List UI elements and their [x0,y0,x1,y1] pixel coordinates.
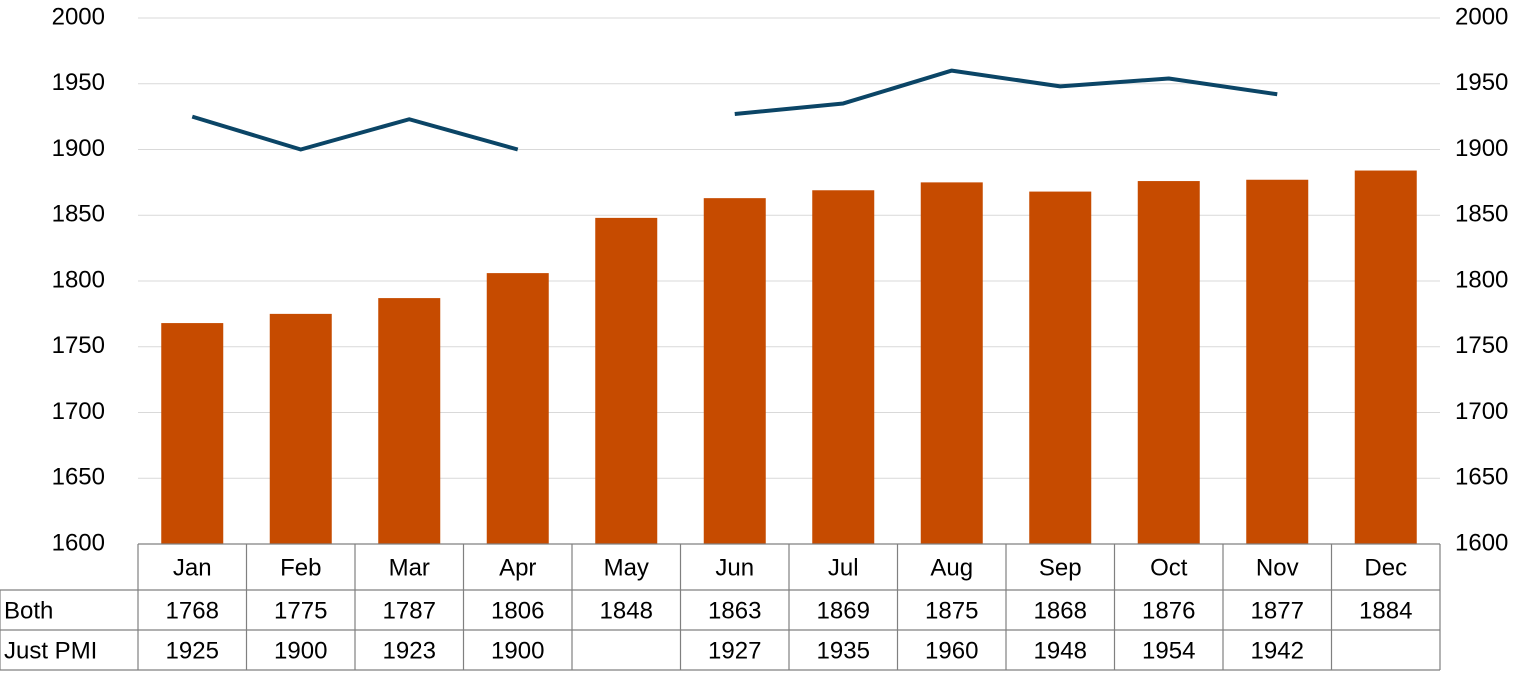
table-value: 1935 [817,637,870,664]
legend-label: Just PMI [4,637,97,664]
table-value: 1806 [491,597,544,624]
bar [920,182,983,544]
y-tick-label: 1750 [52,332,105,359]
table-value: 1875 [925,597,978,624]
y2-tick-label: 1800 [1455,266,1508,293]
bar [161,323,224,544]
y-tick-label: 1650 [52,464,105,491]
x-tick-label: Mar [389,554,430,581]
table-value: 1775 [274,597,327,624]
y-tick-label: 1950 [52,69,105,96]
bar [378,298,441,544]
y-tick-label: 1900 [52,135,105,162]
table-value: 1877 [1251,597,1304,624]
bar [1137,181,1200,544]
table-value: 1900 [274,637,327,664]
x-tick-label: Oct [1150,554,1188,581]
table-value: 1876 [1142,597,1195,624]
bar [812,190,875,544]
y-tick-label: 1800 [52,266,105,293]
x-tick-label: May [604,554,649,581]
table-value: 1927 [708,637,761,664]
bar [703,198,766,544]
y-tick-label: 2000 [52,3,105,30]
table-value: 1900 [491,637,544,664]
x-tick-label: Feb [280,554,321,581]
table-value: 1942 [1251,637,1304,664]
table-value: 1768 [166,597,219,624]
y2-tick-label: 1950 [1455,69,1508,96]
y2-tick-label: 1900 [1455,135,1508,162]
y2-tick-label: 1750 [1455,332,1508,359]
table-value: 1884 [1359,597,1412,624]
bar [1246,179,1309,544]
table-value: 1869 [817,597,870,624]
y2-tick-label: 1650 [1455,464,1508,491]
table-value: 1948 [1034,637,1087,664]
y2-tick-label: 1700 [1455,398,1508,425]
y-tick-label: 1700 [52,398,105,425]
table-value: 1868 [1034,597,1087,624]
y-tick-label: 1850 [52,201,105,228]
bar [595,217,658,544]
x-tick-label: Jun [715,554,754,581]
bar [269,313,332,544]
bar [1354,170,1417,545]
table-value: 1925 [166,637,219,664]
bar [486,273,549,544]
table-value: 1954 [1142,637,1195,664]
legend-label: Both [4,597,53,624]
table-value: 1863 [708,597,761,624]
x-tick-label: Apr [499,554,536,581]
x-tick-label: Nov [1256,554,1299,581]
line [191,68,1278,152]
y2-tick-label: 1600 [1455,529,1508,556]
y2-tick-label: 2000 [1455,3,1508,30]
table-value: 1848 [600,597,653,624]
y2-tick-label: 1850 [1455,201,1508,228]
x-tick-label: Jul [828,554,859,581]
table-value: 1960 [925,637,978,664]
x-tick-label: Sep [1039,554,1082,581]
x-tick-label: Aug [930,554,973,581]
y-tick-label: 1600 [52,529,105,556]
x-tick-label: Jan [173,554,212,581]
x-tick-label: Dec [1364,554,1407,581]
table-value: 1923 [383,637,436,664]
table-value: 1787 [383,597,436,624]
bar [1029,191,1092,544]
